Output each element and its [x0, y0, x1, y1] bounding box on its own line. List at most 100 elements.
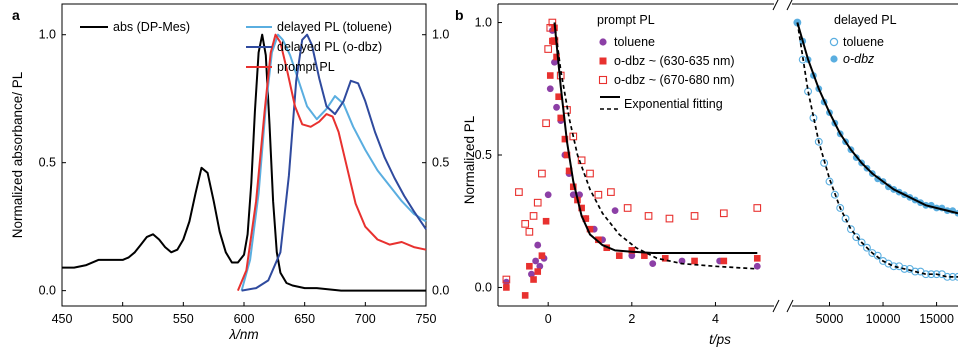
data-point-o-dbz-670-680-nm-prompt	[665, 214, 674, 223]
data-point-o-dbz-630-635-nm-prompt	[641, 252, 648, 259]
data-point-o-dbz-630-635-nm-prompt	[582, 215, 590, 222]
data-point-o-dbz-630-635-nm-prompt	[546, 72, 554, 79]
data-point-o-dbz-630-635-nm-prompt	[503, 284, 510, 291]
panel-b-label: b	[455, 7, 464, 23]
panel-a: a 450 500 550 600 650 700 750 0.0 0.0 0.5 0.5 1.0 1…	[10, 3, 449, 342]
data-point-o-dbz-670-680-nm-prompt	[546, 23, 555, 32]
data-point-toluene-delayed	[825, 177, 834, 186]
data-point-toluene-delayed	[814, 137, 823, 146]
data-point-o-dbz-630-635-nm-prompt	[753, 255, 761, 262]
x-tick-label: 750	[416, 312, 437, 326]
fit-line-fit-toluene-delayed	[796, 22, 958, 278]
y-tick-label: 0.0	[475, 280, 492, 294]
panel-a-label: a	[12, 7, 20, 23]
data-point-o-dbz-630-635-nm-prompt	[569, 183, 577, 191]
data-point-o-dbz-630-635-nm-prompt	[615, 252, 623, 259]
data-point-o-dbz-630-635-nm-prompt	[565, 167, 573, 175]
fit-line-exponential-fitting-dashed-prompt	[553, 22, 758, 270]
data-point-toluene-delayed	[820, 158, 829, 167]
panel-b-series	[502, 18, 958, 299]
legend-label-toluene-prompt: toluene	[614, 35, 655, 49]
y-tick-label-right: 0.0	[432, 284, 449, 298]
data-point-o-dbz-630-635-nm-prompt	[549, 37, 556, 45]
legend-marker-toluene-delayed	[829, 37, 839, 47]
data-point-toluene-delayed	[927, 270, 936, 279]
data-point-toluene-prompt	[536, 262, 544, 270]
x-tick-label: 650	[294, 312, 315, 326]
x-tick-label: 700	[355, 312, 376, 326]
data-point-o-dbz-630-635-nm-prompt	[578, 204, 585, 212]
data-point-o-dbz-670-680-nm-prompt	[586, 169, 594, 178]
x-tick-label: 600	[234, 312, 255, 326]
data-point-o-dbz-670-680-nm-prompt	[529, 212, 538, 220]
panel-b-xlabel: t/ps	[709, 332, 731, 347]
data-point-toluene-delayed	[857, 238, 866, 247]
data-point-toluene-delayed	[852, 233, 861, 242]
data-point-o-dbz-670-680-nm-prompt	[594, 190, 603, 199]
legend-title-delayed: delayed PL	[834, 13, 897, 27]
data-point-o-dbz-630-635-nm-prompt	[561, 135, 569, 143]
data-point-toluene-delayed	[830, 190, 839, 199]
data-point-toluene-delayed	[873, 251, 882, 260]
series-line-prompt-pl	[236, 33, 427, 291]
data-point-o-dbz-630-635-nm-prompt	[595, 236, 602, 244]
data-point-o-dbz-630-635-nm-prompt	[542, 217, 550, 225]
data-point-o-dbz-670-680-nm-prompt	[719, 209, 728, 218]
data-point-o-dbz-630-635-nm-prompt	[538, 252, 546, 259]
panel-b-legend-prompt: prompt PL toluene o-dbz ~ (630-635 nm) o…	[597, 13, 735, 111]
data-point-o-dbz-630-635-nm-prompt	[521, 292, 529, 299]
data-point-o-dbz-630-635-nm-prompt	[661, 255, 669, 262]
legend-label-toluene-delayed: toluene	[843, 35, 884, 49]
legend-label-delayed-odbz: delayed PL (o-dbz)	[277, 40, 382, 54]
data-point-o-dbz-630-635-nm-prompt	[526, 262, 533, 270]
y-tick-label-left: 0.0	[39, 284, 56, 298]
legend-label-odbz-delayed: o-dbz	[843, 52, 875, 66]
series-line-delayed-pl-o-dbz	[241, 33, 427, 292]
data-point-toluene-delayed	[841, 214, 850, 223]
legend-label-prompt: prompt PL	[277, 60, 335, 74]
x-tick-label: 450	[52, 312, 73, 326]
panel-a-legend: abs (DP-Mes) delayed PL (toluene) delaye…	[80, 20, 392, 74]
data-point-o-dbz-670-680-nm-prompt	[521, 220, 530, 228]
y-tick-label-right: 0.5	[432, 156, 449, 170]
data-point-o-dbz-630-635-nm-prompt	[534, 268, 542, 275]
data-point-o-dbz-630-635-nm-prompt	[691, 257, 698, 265]
x-tick-label: 2	[628, 312, 635, 326]
data-point-o-dbz-670-680-nm-prompt	[607, 188, 615, 196]
data-point-toluene-prompt	[628, 252, 636, 260]
x-tick-label: 5000	[816, 312, 844, 326]
data-point-o-dbz-670-680-nm-prompt	[623, 204, 632, 212]
y-tick-label: 1.0	[475, 16, 492, 30]
data-point-o-dbz-630-635-nm-prompt	[530, 276, 537, 283]
data-point-o-dbz-670-680-nm-prompt	[644, 212, 653, 220]
data-point-toluene-prompt	[534, 241, 542, 249]
panel-b-x-ticks: 0 2 4 5000 10000 15000	[545, 302, 954, 326]
data-point-toluene-delayed	[863, 243, 871, 252]
panel-b-legend-delayed: delayed PL toluene o-dbz	[829, 13, 897, 66]
data-point-o-dbz-630-635-nm-prompt	[720, 257, 728, 265]
fit-line-exponential-fitting-prompt	[553, 22, 758, 254]
legend-label-abs: abs (DP-Mes)	[113, 20, 190, 34]
x-tick-label: 0	[545, 312, 552, 326]
x-tick-label: 15000	[919, 312, 954, 326]
x-tick-label: 4	[712, 312, 719, 326]
panel-b: b 0 2 4 5000 10000 15000 0.0 0.5 1.0 t/ps Norma…	[455, 0, 958, 347]
x-tick-label: 500	[112, 312, 133, 326]
data-point-toluene-prompt	[532, 257, 540, 265]
data-point-toluene-prompt	[544, 191, 552, 199]
data-point-o-dbz-630-635-nm-prompt	[563, 151, 571, 159]
legend-label-odbz-630: o-dbz ~ (630-635 nm)	[614, 54, 735, 68]
data-point-o-dbz-670-680-nm-prompt	[515, 188, 523, 196]
panel-a-xlabel: λ/nm	[228, 327, 258, 342]
data-point-o-dbz-630-635-nm-prompt	[586, 225, 594, 233]
data-point-toluene-delayed	[900, 264, 909, 273]
data-point-o-dbz-670-680-nm-prompt	[550, 37, 559, 45]
y-tick-label-left: 0.5	[39, 156, 56, 170]
data-point-toluene-prompt	[546, 85, 554, 93]
legend-title-prompt: prompt PL	[597, 13, 655, 27]
data-point-toluene-prompt	[502, 278, 510, 286]
data-point-o-dbz-670-680-nm-prompt	[690, 212, 699, 220]
y-tick-label-right: 1.0	[432, 28, 449, 42]
series-line-abs-dp-mes	[62, 33, 426, 292]
